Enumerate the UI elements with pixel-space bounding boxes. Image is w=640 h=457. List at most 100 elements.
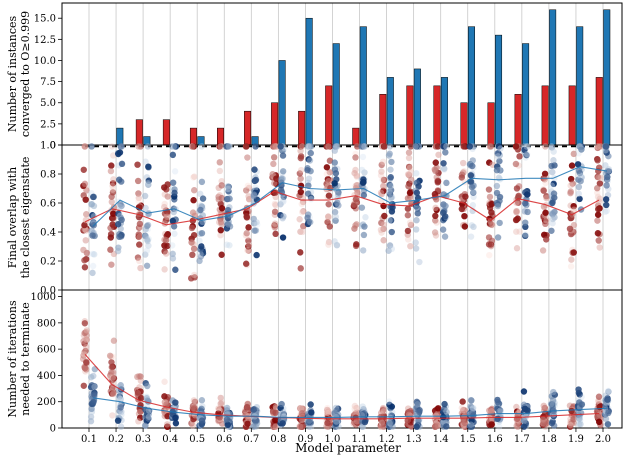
- red-point: [539, 416, 547, 423]
- blue-point: [602, 143, 609, 150]
- blue-point: [332, 420, 340, 427]
- red-point: [83, 343, 90, 351]
- red-point: [297, 228, 304, 235]
- blue-point: [496, 219, 503, 227]
- blue-point: [522, 219, 529, 226]
- blue-point: [116, 149, 124, 156]
- blue-point: [524, 208, 531, 216]
- red-point: [82, 237, 89, 244]
- blue-point: [116, 203, 124, 211]
- y-tick-label: 0.6: [40, 199, 56, 210]
- red-point: [297, 143, 304, 150]
- blue-point: [223, 404, 231, 412]
- blue-point: [550, 180, 557, 188]
- red-point: [594, 185, 601, 192]
- red-point: [379, 158, 387, 166]
- blue-point: [520, 388, 528, 395]
- blue-point: [495, 143, 503, 150]
- red-point: [458, 174, 466, 181]
- red-bar: [298, 110, 306, 146]
- red-point: [325, 143, 332, 150]
- red-point: [134, 177, 142, 185]
- blue-point: [172, 266, 179, 273]
- blue-point: [117, 395, 124, 403]
- red-point: [380, 225, 387, 233]
- blue-bar: [549, 9, 557, 146]
- blue-point: [358, 143, 365, 150]
- blue-bar: [386, 77, 394, 146]
- red-point: [541, 176, 548, 183]
- blue-point: [169, 250, 176, 258]
- blue-point: [469, 202, 477, 209]
- red-point: [460, 143, 468, 150]
- blue-point: [441, 405, 448, 413]
- y-tick-label: 0: [50, 424, 56, 435]
- red-point: [378, 161, 385, 169]
- red-point: [595, 418, 603, 426]
- blue-point: [524, 191, 531, 198]
- blue-point: [141, 422, 149, 430]
- red-point: [161, 378, 168, 385]
- blue-point: [198, 397, 206, 404]
- red-bar: [433, 85, 441, 146]
- red-point: [326, 169, 334, 176]
- blue-point: [603, 149, 610, 156]
- blue-point: [524, 407, 531, 414]
- y-tick-label: 1.0: [40, 141, 56, 152]
- blue-point: [225, 221, 232, 228]
- red-bar: [379, 94, 387, 146]
- blue-point: [467, 233, 475, 240]
- red-point: [137, 394, 145, 402]
- red-point: [595, 198, 603, 205]
- blue-point: [548, 144, 556, 151]
- blue-bar: [467, 26, 475, 146]
- blue-point: [89, 212, 96, 219]
- blue-point: [574, 161, 582, 168]
- red-point: [109, 182, 116, 190]
- red-point: [540, 402, 547, 410]
- blue-point: [279, 234, 287, 241]
- red-point: [81, 364, 89, 372]
- blue-point: [523, 143, 530, 150]
- red-point: [594, 157, 601, 164]
- red-point: [434, 143, 442, 150]
- red-point: [432, 212, 439, 220]
- blue-point: [441, 400, 448, 408]
- blue-point: [145, 413, 153, 420]
- blue-point: [89, 250, 96, 258]
- red-point: [300, 223, 307, 230]
- blue-point: [197, 190, 204, 198]
- blue-point: [605, 409, 612, 417]
- red-point: [81, 221, 88, 229]
- red-point: [82, 335, 90, 343]
- red-point: [513, 415, 521, 422]
- red-point: [488, 407, 495, 414]
- red-point: [188, 224, 196, 232]
- red-point: [190, 231, 198, 239]
- blue-point: [169, 151, 177, 159]
- blue-point: [224, 183, 232, 190]
- blue-point: [88, 143, 95, 150]
- red-point: [163, 213, 171, 221]
- blue-point: [307, 196, 315, 203]
- red-point: [245, 224, 252, 231]
- blue-point: [359, 179, 367, 186]
- red-point: [404, 227, 412, 235]
- blue-point: [224, 185, 232, 193]
- blue-point: [439, 226, 447, 233]
- red-point: [218, 251, 225, 258]
- blue-point: [88, 201, 95, 208]
- blue-point: [117, 423, 125, 430]
- red-point: [269, 171, 276, 178]
- red-point: [570, 150, 577, 158]
- red-point: [405, 182, 412, 190]
- blue-point: [279, 152, 287, 159]
- blue-point: [171, 189, 178, 197]
- red-point: [81, 257, 88, 264]
- blue-point: [577, 421, 584, 428]
- red-bar: [135, 119, 143, 146]
- blue-point: [442, 202, 449, 210]
- red-point: [81, 180, 89, 188]
